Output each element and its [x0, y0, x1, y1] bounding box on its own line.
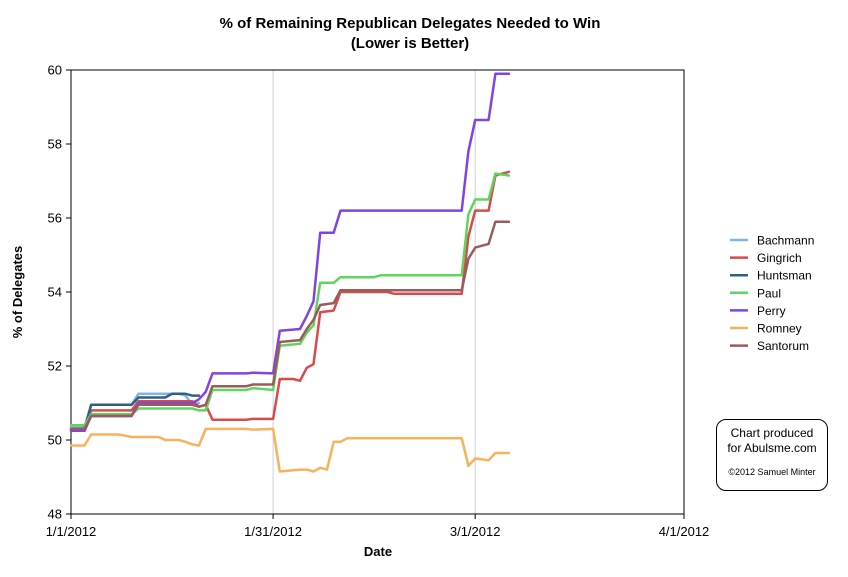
- series-line-romney: [69, 427, 511, 473]
- legend-label-santorum: Santorum: [757, 339, 809, 353]
- legend-label-huntsman: Huntsman: [757, 269, 812, 283]
- y-tick-label: 54: [48, 285, 62, 300]
- chart-subtitle: (Lower is Better): [351, 35, 469, 52]
- y-tick-label: 60: [48, 63, 62, 78]
- credit-copyright: ©2012 Samuel Minter: [728, 467, 816, 477]
- y-tick-layer: 48 50 52 54 56 58 60: [48, 63, 71, 522]
- y-tick-label: 56: [48, 211, 62, 226]
- series-line-perry: [69, 72, 511, 433]
- credit-box: Chart produced for Abulsme.com ©2012 Sam…: [716, 419, 828, 491]
- x-axis-title: Date: [364, 544, 392, 559]
- y-tick-label: 58: [48, 137, 62, 152]
- legend-label-gingrich: Gingrich: [757, 251, 802, 265]
- x-tick-label: 3/1/2012: [450, 524, 501, 539]
- y-tick-label: 48: [48, 507, 62, 522]
- x-tick-label: 1/31/2012: [244, 524, 302, 539]
- series-line-santorum: [69, 220, 511, 431]
- x-tick-layer: 1/1/2012 1/31/2012 3/1/2012 4/1/2012: [46, 514, 710, 539]
- credit-line-1: Chart produced: [730, 426, 814, 440]
- x-tick-label: 4/1/2012: [659, 524, 710, 539]
- grid-layer: [272, 70, 476, 514]
- legend: Bachmann Gingrich Huntsman Paul Perry Romney S…: [730, 234, 814, 353]
- series-line-paul: [69, 172, 511, 427]
- x-tick-label: 1/1/2012: [46, 524, 97, 539]
- series-line-huntsman: [69, 392, 201, 431]
- legend-label-perry: Perry: [757, 304, 786, 318]
- series-line-gingrich: [69, 170, 511, 433]
- legend-label-paul: Paul: [757, 286, 781, 300]
- y-tick-label: 50: [48, 433, 62, 448]
- legend-label-bachmann: Bachmann: [757, 234, 814, 248]
- series-layer: [69, 72, 511, 473]
- y-axis-title: % of Delegates: [10, 246, 25, 338]
- credit-line-2: for Abulsme.com: [727, 441, 817, 455]
- y-tick-label: 52: [48, 359, 62, 374]
- chart-title: % of Remaining Republican Delegates Need…: [220, 15, 601, 32]
- legend-label-romney: Romney: [757, 322, 802, 336]
